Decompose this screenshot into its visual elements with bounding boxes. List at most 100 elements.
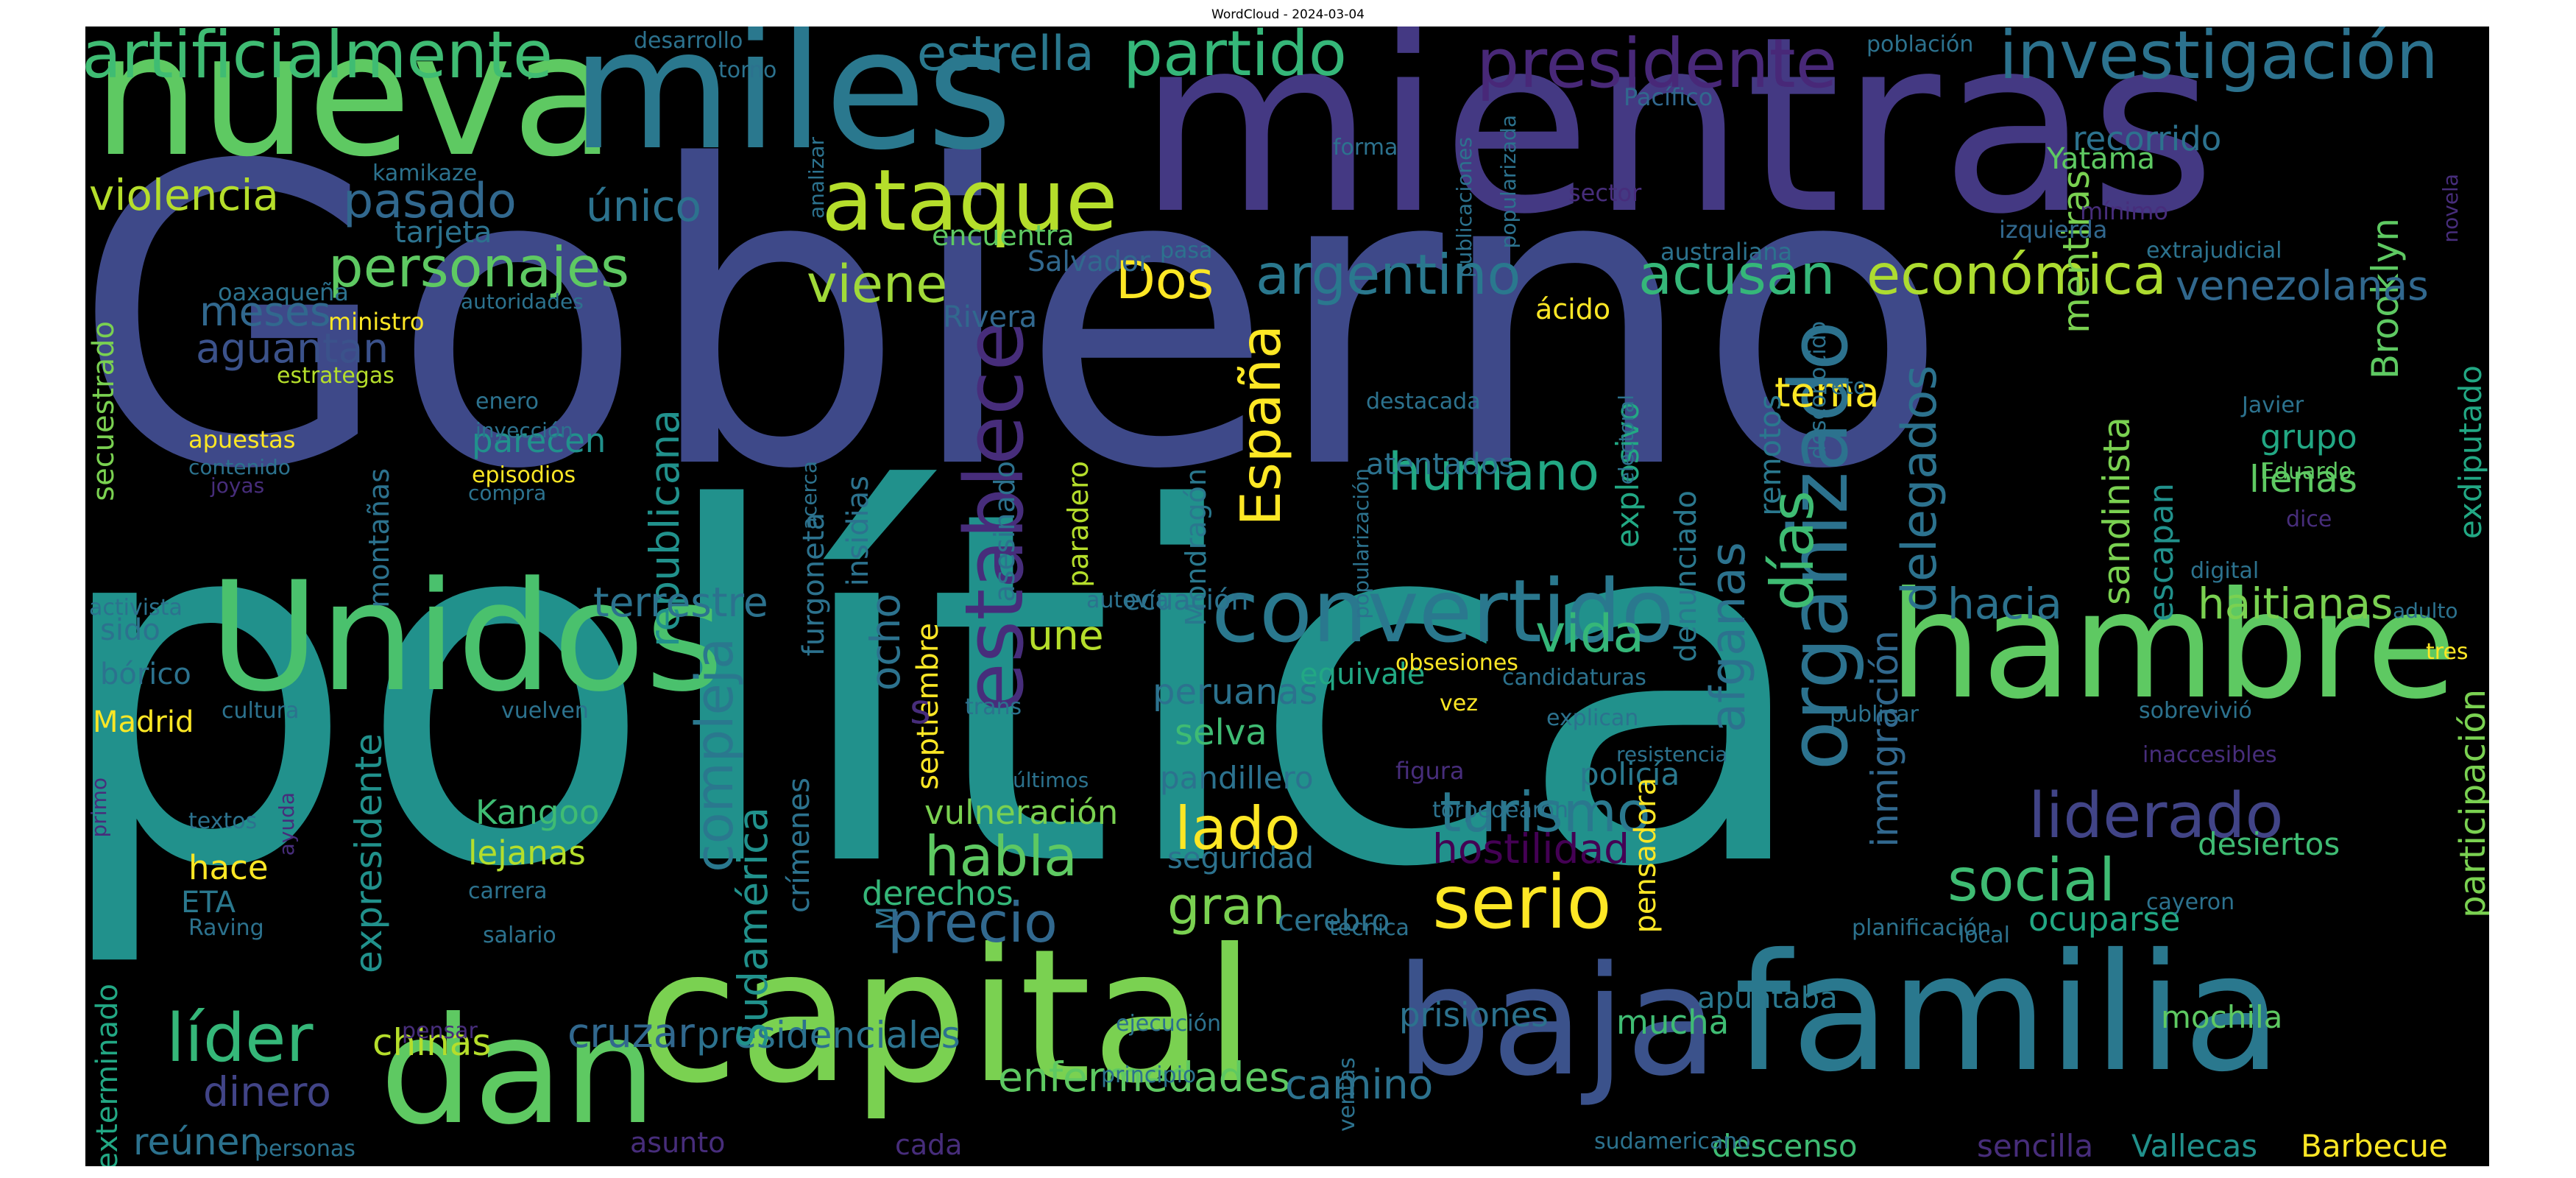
word-analizar: analizar	[804, 137, 829, 219]
word-extrajudicial: extrajudicial	[2146, 238, 2282, 264]
word-asesinado: asesinado	[988, 461, 1021, 602]
word-sudamerica: Sudamérica	[729, 807, 776, 1048]
word-recorrido: recorrido	[2073, 119, 2222, 158]
word-vez: vez	[1440, 691, 1478, 716]
word-familia: familia	[1734, 919, 2282, 1107]
word-enfermedades: enfermedades	[998, 1054, 1290, 1101]
word-cada: cada	[895, 1129, 963, 1161]
word-dinero: dinero	[203, 1068, 331, 1115]
word-tema: tema	[1774, 369, 1880, 416]
word-vulneracion: vulneración	[924, 793, 1119, 832]
word-exdiputado: exdiputado	[2452, 365, 2488, 540]
word-borico: bórico	[100, 657, 191, 691]
word-forma: forma	[1333, 135, 1398, 161]
word-sandinista: sandinista	[2095, 417, 2138, 605]
word-convertido: convertido	[1211, 560, 1674, 662]
word-gran: gran	[1167, 876, 1286, 937]
word-apuntaba: apuntaba	[1697, 981, 1838, 1015]
word-mentiras: mentiras	[2055, 170, 2098, 334]
word-pensadora: pensadora	[1629, 777, 1663, 934]
word-encuentra: encuentra	[932, 219, 1075, 252]
word-desiertos: desiertos	[2198, 826, 2340, 862]
word-desarrollo: desarrollo	[634, 28, 743, 54]
word-lado: lado	[1175, 794, 1301, 863]
word-novela: novela	[2438, 174, 2463, 243]
word-haitianas: haitianas	[2198, 579, 2393, 629]
word-miles: miles	[571, 27, 1013, 187]
word-lider: líder	[166, 1000, 314, 1077]
word-mientras: mientras	[1138, 27, 2216, 267]
figure-title: WordCloud - 2024-03-04	[1211, 7, 1365, 22]
word-estrategas: estrategas	[277, 363, 394, 389]
word-popularizada: popularizada	[1496, 115, 1521, 249]
word-expresidente: expresidente	[347, 733, 390, 973]
word-denunciado: denunciado	[1669, 490, 1703, 663]
word-cerebro: cerebro	[1278, 904, 1390, 938]
word-ultimos: últimos	[1013, 768, 1089, 792]
word-afganas: afganas	[1701, 542, 1756, 733]
word-acusan: acusan	[1638, 242, 1836, 307]
word-chinas: chinas	[372, 1021, 492, 1064]
word-unico: único	[586, 181, 702, 231]
word-explican: explican	[1546, 705, 1639, 731]
word-rivera: Rivera	[943, 300, 1038, 334]
word-politica: política	[85, 407, 1814, 973]
word-obsesiones: obsesiones	[1395, 650, 1518, 676]
word-vida: vida	[1535, 604, 1645, 664]
word-reto: reto	[1822, 374, 1867, 400]
word-dos: Dos	[1116, 250, 1214, 311]
word-parecen: parecen	[472, 421, 606, 460]
word-escapan: escapan	[2142, 483, 2181, 622]
word-economica: económica	[1866, 242, 2167, 307]
word-poblacion: población	[1866, 32, 1974, 57]
word-dice: dice	[2286, 507, 2332, 532]
word-ventas: ventas	[1334, 1057, 1360, 1132]
word-publicaciones: publicaciones	[1452, 137, 1476, 278]
word-javier: Javier	[2242, 392, 2304, 418]
word-estrella: estrella	[917, 27, 1094, 82]
word-inyeccion: inyección	[475, 418, 573, 442]
word-lejanas: lejanas	[468, 833, 586, 872]
word-electoral: electoral	[1614, 395, 1638, 485]
word-acerca: acerca	[797, 461, 821, 530]
word-presidenciales: presidenciales	[696, 1014, 960, 1057]
word-exterminado: exterminado	[91, 984, 124, 1166]
word-venezolanas: venezolanas	[2176, 262, 2429, 309]
word-pacifico: Pacífico	[1624, 83, 1713, 111]
word-compra: compra	[468, 481, 547, 505]
word-salvador: Salvador	[1027, 245, 1150, 278]
word-s: s	[910, 685, 931, 733]
word-torpedearon: torpedearon	[1432, 797, 1568, 823]
word-pensar: pensar	[402, 1018, 478, 1044]
word-social: social	[1947, 846, 2116, 914]
word-reunen: reúnen	[133, 1121, 263, 1163]
word-delegados: delegados	[1892, 365, 1947, 613]
word-ataque: ataque	[821, 152, 1118, 250]
word-episodios: episodios	[472, 462, 576, 488]
word-liderado: liderado	[2028, 780, 2284, 853]
word-tres: tres	[2426, 639, 2469, 665]
word-autovia: autovía	[1086, 588, 1169, 613]
word-hace: hace	[188, 848, 269, 887]
word-sector: sector	[1568, 179, 1642, 207]
word-acido: ácido	[1535, 293, 1611, 325]
word-investigacion: investigación	[1999, 27, 2438, 94]
word-pasa: pasa	[1160, 238, 1213, 264]
word-carrera: carrera	[468, 878, 548, 904]
word-presidente: presidente	[1476, 27, 1838, 103]
word-sobrevivio: sobrevivió	[2139, 698, 2252, 724]
word-vuelven: vuelven	[501, 698, 589, 724]
word-torno: torno	[718, 57, 777, 83]
word-turismo: turismo	[1440, 780, 1651, 844]
word-tarjeta: tarjeta	[394, 216, 492, 250]
word-insidias: insidias	[841, 476, 875, 587]
word-seguridad: seguridad	[1167, 842, 1314, 875]
word-kangoo: Kangoo	[475, 793, 600, 832]
word-prisiones: prisiones	[1399, 995, 1549, 1034]
word-ministro: ministro	[328, 308, 425, 336]
word-unidos: Unidos	[209, 550, 724, 725]
word-nueva: nueva	[93, 27, 616, 194]
word-candidaturas: candidaturas	[1502, 665, 1646, 691]
word-espana: España	[1228, 325, 1293, 526]
word-adulto: adulto	[2393, 599, 2458, 623]
